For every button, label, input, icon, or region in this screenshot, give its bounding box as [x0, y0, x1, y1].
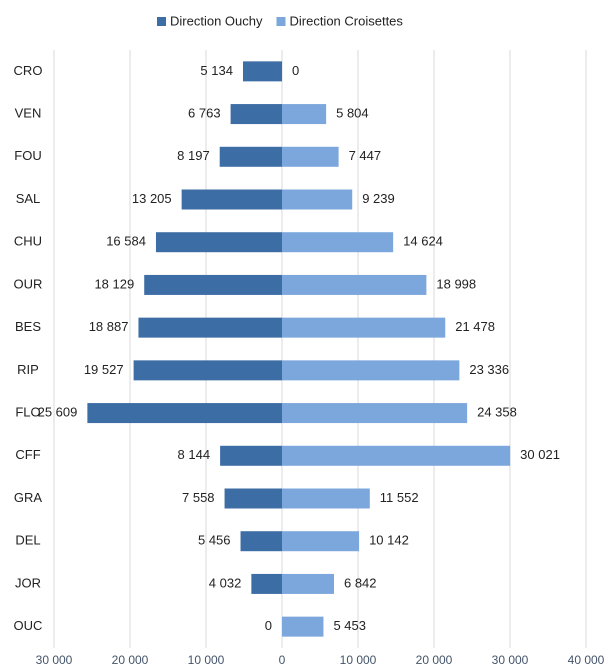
data-label: 25 609 [38, 405, 78, 420]
bar [282, 488, 370, 509]
category-label: SAL [16, 191, 41, 206]
data-label: 23 336 [469, 362, 509, 377]
x-tick-label: 0 [279, 653, 286, 667]
bar [138, 317, 282, 338]
category-label: VEN [15, 106, 42, 121]
x-tick-label: 10 000 [340, 653, 377, 667]
bar [282, 573, 334, 594]
data-label: 13 205 [132, 191, 172, 206]
bar [282, 189, 353, 210]
data-label: 19 527 [84, 362, 124, 377]
data-label: 6 842 [344, 575, 377, 590]
category-label: FOU [14, 148, 41, 163]
bar [181, 189, 282, 210]
category-label: FLO [15, 405, 40, 420]
bar [282, 274, 427, 295]
bar [219, 146, 282, 167]
legend-swatch [276, 17, 286, 26]
bar [224, 488, 282, 509]
category-label: CHU [14, 234, 42, 249]
bar [133, 360, 282, 381]
data-label: 30 021 [520, 447, 560, 462]
data-label: 10 142 [369, 533, 409, 548]
category-label: GRA [14, 490, 43, 505]
legend-swatch [157, 17, 166, 26]
data-label: 7 447 [349, 148, 382, 163]
bar [282, 232, 394, 253]
data-label: 7 558 [182, 490, 215, 505]
x-tick-label: 40 000 [568, 653, 605, 667]
bar [155, 232, 282, 253]
bar [242, 61, 282, 82]
bar [282, 104, 327, 125]
bar [282, 360, 460, 381]
data-label: 18 887 [89, 319, 129, 334]
category-label: OUR [14, 276, 43, 291]
data-label: 8 144 [178, 447, 211, 462]
category-label: RIP [17, 362, 39, 377]
x-tick-label: 20 000 [416, 653, 453, 667]
x-tick-label: 30 000 [36, 653, 73, 667]
legend-label: Direction Ouchy [170, 13, 263, 28]
data-label: 14 624 [403, 234, 443, 249]
bar [230, 104, 282, 125]
category-label: CRO [14, 63, 43, 78]
data-label: 4 032 [209, 575, 242, 590]
x-tick-label: 30 000 [492, 653, 529, 667]
category-label: CFF [15, 447, 40, 462]
x-tick-label: 20 000 [112, 653, 149, 667]
bar [282, 616, 324, 637]
bar [87, 403, 282, 424]
bar [282, 146, 339, 167]
bar [282, 531, 360, 552]
category-label: BES [15, 319, 41, 334]
bar [240, 531, 282, 552]
data-label: 5 453 [333, 618, 366, 633]
data-label: 18 998 [436, 276, 476, 291]
bar [282, 445, 511, 466]
category-label: DEL [15, 533, 40, 548]
data-label: 5 134 [200, 63, 233, 78]
data-label: 21 478 [455, 319, 495, 334]
category-label: OUC [14, 618, 43, 633]
bar [282, 317, 446, 338]
data-label: 0 [265, 618, 272, 633]
data-label: 11 552 [380, 490, 419, 505]
data-label: 5 804 [336, 106, 369, 121]
bar [220, 445, 282, 466]
data-label: 0 [292, 63, 299, 78]
bar [282, 403, 468, 424]
legend-label: Direction Croisettes [289, 13, 403, 28]
bar [251, 573, 282, 594]
category-label: JOR [15, 575, 41, 590]
data-label: 16 584 [106, 234, 146, 249]
data-label: 5 456 [198, 533, 231, 548]
x-tick-label: 10 000 [188, 653, 225, 667]
bar [144, 274, 282, 295]
data-label: 18 129 [94, 276, 134, 291]
data-label: 9 239 [362, 191, 395, 206]
data-label: 6 763 [188, 106, 221, 121]
data-label: 24 358 [477, 405, 517, 420]
data-label: 8 197 [177, 148, 210, 163]
